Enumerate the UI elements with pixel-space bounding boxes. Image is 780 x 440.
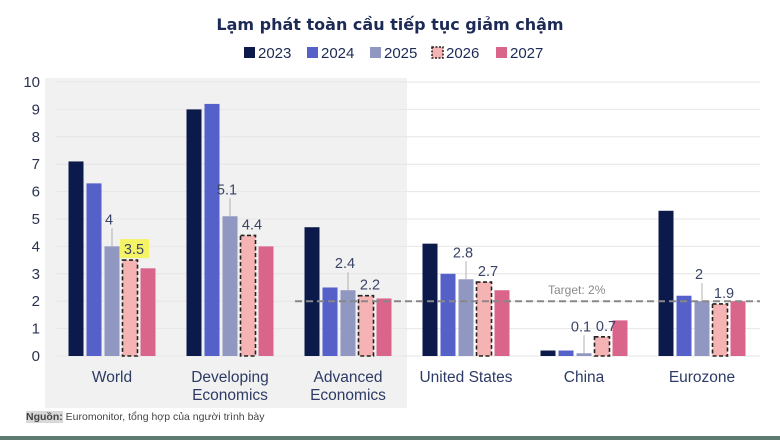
bar-2023-4 [540,350,556,356]
data-label: 0.1 [571,319,591,335]
x-category-label: World [92,369,132,386]
source-note: Nguồn: Euromonitor, tổng hợp của người t… [26,411,265,423]
bar-2024-0 [86,183,102,356]
bar-2026-2 [357,294,375,357]
legend-swatch [431,46,444,59]
bar-2025-2 [340,290,356,356]
x-category-label-line: Advanced [314,369,383,386]
legend-item-2024: 2024 [307,45,354,62]
target-label: Target: 2% [548,283,606,297]
x-category-label: Eurozone [669,369,735,386]
y-tick-label: 5 [32,211,40,228]
source-text: Euromonitor, tổng hợp của người trình bà… [62,411,265,423]
data-label: 2.4 [335,256,355,272]
legend-swatch [244,47,255,58]
bar-2027-2 [376,298,392,356]
legend-label: 2023 [258,45,291,62]
data-label: 4.4 [242,217,262,233]
x-category-label-line: China [564,369,605,386]
data-label: 2.7 [478,264,498,280]
bar-2023-1 [186,109,202,357]
y-tick-label: 4 [32,238,40,255]
bar-2023-0 [68,161,84,356]
data-label-highlight [120,239,149,259]
y-tick-label: 10 [23,74,40,91]
y-tick-label: 8 [32,129,40,146]
data-label: 0.7 [596,319,616,335]
legend-item-2027: 2027 [496,45,543,62]
legend-swatch [307,47,318,58]
data-label: 3.5 [124,242,144,258]
bar-2025-5 [694,301,710,356]
y-tick-label: 1 [32,321,40,338]
bar-2025-0 [104,246,120,356]
bar-2024-4 [558,350,574,356]
bar-2027-0 [140,268,156,356]
bar-2027-5 [730,301,746,356]
bar-2026-3 [475,281,493,357]
y-tick-label: 2 [32,293,40,310]
x-category-label: Advanced Economics [310,369,386,404]
data-label: 5.1 [217,182,237,198]
legend-swatch [370,47,381,58]
bar-2024-3 [440,273,456,356]
bar-2026-5 [711,303,729,357]
bar-2027-1 [258,246,274,356]
legend-item-2025: 2025 [370,45,417,62]
x-category-label: China [564,369,605,386]
bar-2026-4 [593,336,611,357]
data-label: 2.8 [453,245,473,261]
legend-label: 2026 [446,45,479,62]
y-tick-label: 0 [32,348,40,365]
legend-label: 2025 [384,45,417,62]
chart-title: Lạm phát toàn cầu tiếp tục giảm chậm [216,15,563,34]
data-label: 2 [695,267,703,283]
bar-2024-1 [204,103,220,356]
x-category-label-line: World [92,369,132,386]
bar-2024-5 [676,295,692,356]
legend-item-2026: 2026 [431,45,479,62]
bar-2023-5 [658,210,674,356]
x-category-label-line: United States [419,369,512,386]
bar-2025-3 [458,279,474,356]
x-category-label-line: Economics [310,387,386,404]
x-category-label-line: Economics [192,387,268,404]
y-tick-label: 7 [32,156,40,173]
y-tick-label: 9 [32,101,40,118]
bar-2025-4 [576,353,592,356]
bar-2023-3 [422,243,438,356]
x-category-label: United States [419,369,512,386]
bar-2025-1 [222,216,238,356]
bar-2027-3 [494,290,510,356]
data-label: 4 [105,212,113,228]
legend-swatch [496,47,507,58]
bar-2026-0 [121,259,139,357]
bar-2026-1 [239,234,257,357]
x-category-label: Developing Economics [191,369,269,404]
data-label: 1.9 [714,286,734,302]
bar-2024-2 [322,287,338,356]
data-label: 2.2 [360,278,380,294]
bar-2023-2 [304,227,320,356]
source-label: Nguồn: [26,411,63,423]
legend-item-2023: 2023 [244,45,291,62]
legend-label: 2024 [321,45,354,62]
x-category-label-line: Developing [191,369,269,386]
bar-2027-4 [612,320,628,356]
y-tick-label: 3 [32,266,40,283]
bottom-strip [0,436,780,440]
x-category-label-line: Eurozone [669,369,735,386]
legend-label: 2027 [510,45,543,62]
y-tick-label: 6 [32,184,40,201]
